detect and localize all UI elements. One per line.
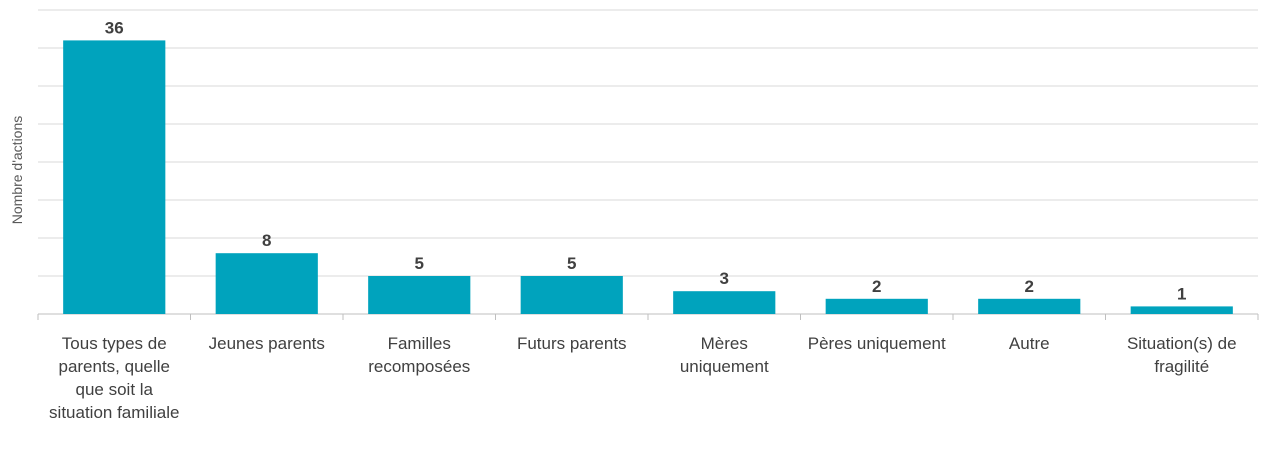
data-label: 5 [567,254,576,273]
bar [215,253,318,314]
x-tick-label: Tous types de parents, quelle que soit l… [49,334,180,422]
bar [520,276,623,314]
data-label: 36 [105,18,124,37]
data-label: 5 [415,254,424,273]
data-label: 2 [872,277,881,296]
x-tick-label: Pères uniquement [807,334,946,353]
bar [673,291,776,314]
bar [825,298,928,314]
x-tick-label: Jeunes parents [208,334,325,353]
data-label: 2 [1025,277,1034,296]
x-tick-label: Autre [1008,334,1050,353]
bar [63,40,166,315]
x-tick-label: Familles recomposées [368,334,471,376]
x-tick-label: Mères uniquement [679,334,769,376]
x-tick-label: Futurs parents [516,334,627,353]
x-tick-label: Situation(s) de fragilité [1126,334,1237,376]
y-axis-label: Nombre d'actions [9,115,25,225]
data-label: 3 [720,269,729,288]
bar [978,298,1081,314]
data-label: 1 [1177,284,1186,303]
bar [1130,306,1233,314]
bar [368,276,471,314]
data-label: 8 [262,231,271,250]
